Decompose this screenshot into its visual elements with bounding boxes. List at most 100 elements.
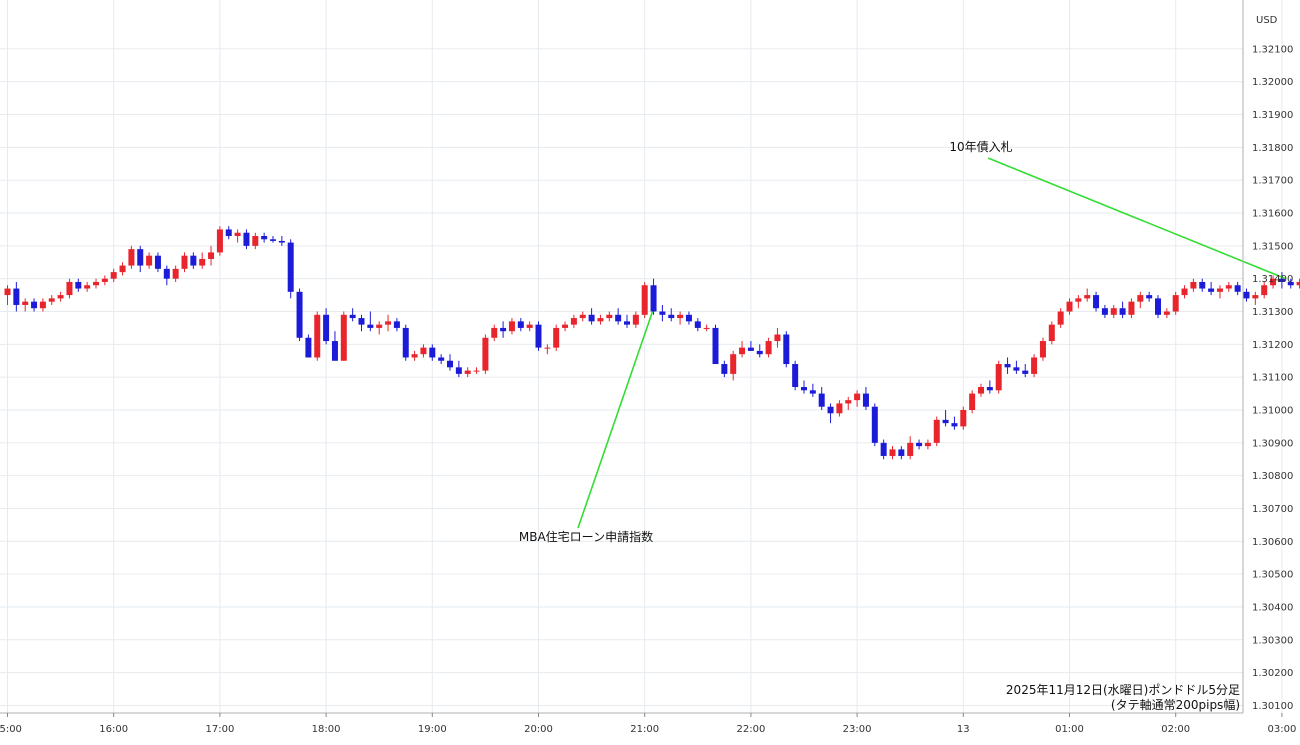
- candle: [1234, 281, 1241, 296]
- candle: [1155, 295, 1161, 319]
- candle-body: [792, 364, 799, 388]
- candle-body: [632, 314, 639, 325]
- candle-body: [1022, 370, 1029, 374]
- candle-body: [721, 364, 728, 374]
- candle: [951, 416, 958, 430]
- candle-body: [500, 327, 507, 332]
- candle-body: [1101, 308, 1108, 315]
- candle: [48, 295, 55, 305]
- candle: [721, 360, 728, 378]
- candle: [190, 252, 197, 269]
- chart-caption: 2025年11月12日(水曜日)ポンドドル5分足 (タテ軸通常200pips幅): [1006, 683, 1240, 712]
- candle: [995, 360, 1002, 394]
- candle: [420, 344, 427, 358]
- candle: [163, 265, 170, 286]
- candle: [199, 252, 206, 269]
- candle: [22, 298, 29, 312]
- candle-body: [464, 370, 471, 374]
- candle-body: [438, 357, 445, 361]
- candle-body: [880, 442, 887, 456]
- candle: [172, 265, 179, 282]
- candle-body: [447, 360, 453, 368]
- candle-body: [535, 324, 542, 348]
- candle: [783, 331, 790, 368]
- candle-body: [305, 337, 312, 358]
- y-tick-label: 1.32000: [1252, 77, 1293, 88]
- candle-body: [243, 232, 250, 246]
- candle-body: [845, 400, 852, 404]
- x-tick-label: 23:00: [843, 724, 872, 735]
- candle: [1119, 301, 1126, 319]
- candle: [1261, 281, 1268, 299]
- candle-body: [93, 281, 99, 286]
- candle-body: [473, 370, 480, 372]
- candle: [978, 383, 984, 397]
- caption-line-1: 2025年11月12日(水曜日)ポンドドル5分足: [1006, 683, 1240, 697]
- candle: [1270, 275, 1277, 289]
- candle: [208, 245, 215, 266]
- candle-body: [677, 314, 684, 319]
- candle-body: [172, 268, 179, 279]
- candle-body: [314, 314, 321, 358]
- candle-body: [730, 354, 737, 374]
- candle-body: [1234, 285, 1241, 292]
- candle-body: [924, 442, 931, 447]
- candle-body: [31, 301, 38, 309]
- candle: [632, 311, 639, 328]
- candle-body: [349, 314, 356, 319]
- candle: [1296, 278, 1300, 289]
- candle: [1163, 308, 1170, 319]
- candle: [1172, 291, 1179, 315]
- candle-body: [898, 449, 905, 456]
- candle: [960, 406, 967, 430]
- candle: [13, 281, 20, 312]
- candle: [588, 308, 595, 325]
- candle: [1146, 291, 1153, 302]
- candle: [1128, 298, 1135, 319]
- candle-body: [13, 288, 20, 305]
- y-tick-label: 1.30300: [1252, 635, 1293, 646]
- candle: [1110, 304, 1117, 319]
- candle: [1208, 281, 1215, 296]
- candle: [1278, 272, 1285, 289]
- candle-body: [562, 324, 569, 328]
- candle-body: [278, 240, 285, 243]
- candle: [376, 321, 383, 335]
- candle-body: [907, 442, 914, 456]
- candle-body: [4, 288, 11, 296]
- candle-body: [774, 334, 781, 342]
- candle: [1199, 278, 1206, 292]
- candle-body: [1004, 364, 1011, 368]
- candle: [535, 321, 542, 351]
- y-tick-label: 1.30500: [1252, 570, 1293, 581]
- candle-body: [889, 449, 896, 456]
- candle-body: [296, 291, 303, 338]
- candle-body: [827, 406, 834, 414]
- candle-body: [1190, 281, 1197, 289]
- candle-body: [641, 285, 648, 315]
- candle: [393, 318, 400, 332]
- candle-body: [323, 314, 330, 342]
- candle: [402, 324, 409, 361]
- candle-body: [933, 419, 940, 443]
- candle-body: [650, 285, 657, 312]
- candle: [331, 331, 338, 361]
- candle: [677, 311, 684, 325]
- candle-body: [429, 347, 436, 358]
- candle: [500, 321, 507, 338]
- candle-body: [712, 327, 719, 365]
- candle: [765, 337, 772, 358]
- candle: [862, 387, 869, 410]
- candle-body: [1110, 308, 1117, 315]
- candle: [1004, 357, 1011, 374]
- candle-body: [818, 393, 825, 407]
- candle-body: [570, 318, 577, 325]
- candle: [438, 354, 445, 365]
- annotation-line-10y: [987, 157, 1287, 280]
- candle-body: [57, 295, 64, 299]
- candle-body: [624, 321, 630, 325]
- candle-body: [517, 321, 524, 328]
- candle-body: [703, 327, 710, 329]
